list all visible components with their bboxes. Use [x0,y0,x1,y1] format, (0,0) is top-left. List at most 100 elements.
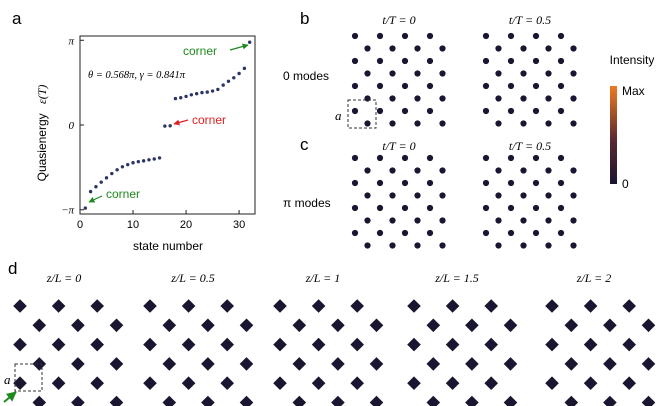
waveguide-site [71,318,85,333]
lattice-site [401,107,409,115]
lattice-site [364,192,371,199]
data-point [226,79,231,84]
unit-cell-box-d [14,363,43,392]
waveguide-site [32,395,47,406]
data-points [83,40,252,210]
waveguide-site [407,337,421,352]
waveguide-site [369,318,384,333]
lattice-site [495,95,502,102]
waveguide-site [143,376,157,390]
panel-c-time-1: t/T = 0.5 [509,139,551,153]
lattice-d-z2 [545,299,656,406]
panel-d-z-3: z/L = 1.5 [434,271,479,285]
panel-b-label: b [300,9,309,28]
lattice-site [414,217,421,224]
unit-cell-label-d: a [4,372,11,387]
data-point [205,90,209,94]
waveguide-site [484,299,498,313]
lattice-site [570,192,577,199]
lattice-site [401,204,409,212]
waveguide-site [162,318,177,333]
waveguide-site [426,318,441,333]
lattice-site [482,57,490,65]
panel-d-z-2: z/L = 1 [305,271,341,285]
waveguide-site [465,318,479,333]
lattice-site [401,179,409,187]
lattice-site [414,45,421,52]
waveguide-site [311,376,326,390]
lattice-site [414,120,421,127]
waveguide-site [350,299,364,313]
lattice-site [507,82,515,90]
annotation-corner-top: corner [183,44,217,58]
lattice-site [482,107,490,115]
lattice-site [482,82,490,90]
lattice-site [520,95,527,102]
lattice-site [507,32,515,40]
y-tick-label: π [68,35,74,47]
lattice-site [495,120,502,127]
lattice-site [570,45,577,52]
lattice-site [532,179,540,187]
waveguide-site [641,357,656,371]
waveguide-site [220,337,234,352]
waveguide-site [201,318,215,333]
data-point [210,89,215,93]
data-point [232,76,236,80]
lattice-site [439,167,446,174]
lattice-site [376,204,384,212]
x-tick-label: 20 [180,219,192,231]
waveguide-site [71,395,85,406]
waveguide-site [331,395,345,406]
waveguide-site [350,376,364,390]
lattice-site [351,179,359,187]
data-point [216,87,220,92]
waveguide-site [465,357,479,371]
data-point [247,40,252,44]
lattice-site [364,217,371,224]
parameter-label: θ = 0.568π, γ = 0.841π [88,70,186,81]
panel-d-z-4: z/L = 2 [576,271,612,285]
lattice-site [426,82,434,90]
lattice-site [495,167,502,174]
lattice-site [507,179,515,187]
lattice-site [545,45,552,52]
lattice-site [532,82,540,90]
lattice-site [414,167,421,174]
waveguide-site [564,395,579,406]
data-point [168,124,172,128]
lattice-site [376,154,384,162]
lattice-site [414,242,421,249]
x-tick-label: 0 [77,219,83,231]
waveguide-site [292,357,307,371]
lattice-site [376,57,384,65]
panel-b-time-1: t/T = 0.5 [509,13,551,27]
annotation-corner-bottom: corner [106,187,140,201]
waveguide-site [426,357,441,371]
x-tick-labels: 0 10 20 30 [77,210,245,231]
waveguide-site [273,376,287,390]
lattice-site [401,32,409,40]
waveguide-site [331,357,345,371]
data-point [94,185,98,189]
annotation-arrow-top [229,43,249,51]
data-point [194,92,199,96]
lattice-site [545,217,552,224]
lattice-site [507,57,515,65]
lattice-site [401,229,409,237]
waveguide-site [503,318,518,333]
lattice-site [439,192,446,199]
waveguide-site [239,357,254,371]
panel-c-time-0: t/T = 0 [382,139,415,153]
waveguide-site [445,376,460,390]
lattice-d-z0 [13,299,124,406]
waveguide-site [545,376,559,390]
data-point [131,161,135,165]
panel-c-label: c [300,135,309,154]
lattice-site [439,242,446,249]
lattice-site [439,120,446,127]
lattice-site [545,120,552,127]
waveguide-site [162,357,177,371]
lattice-site [389,45,396,52]
lattice-site [364,167,371,174]
